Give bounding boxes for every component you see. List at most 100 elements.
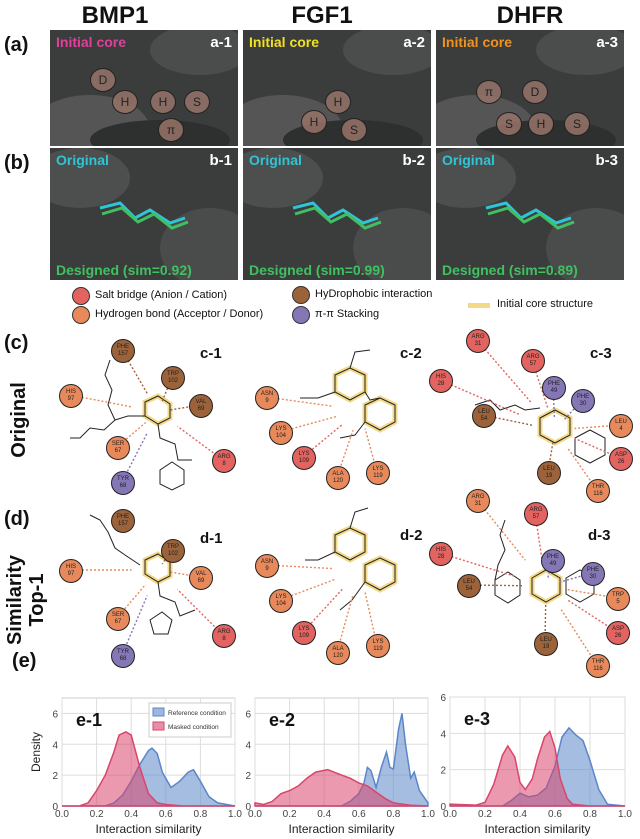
residue-number: 28: [437, 554, 445, 560]
column-title-fgf1: FGF1: [291, 2, 353, 29]
y-tick-label: 6: [440, 693, 446, 704]
pharmacophore-site: D: [90, 68, 116, 92]
surface-panel-b-3: Original b-3 Designed (sim=0.89): [436, 148, 624, 280]
x-tick-label: 0.0: [55, 809, 69, 820]
residue-number: 30: [579, 401, 587, 407]
y-tick-label: 0: [245, 802, 251, 813]
legend-swatch: [152, 721, 165, 731]
residue-arg-8: ARG 8: [212, 449, 236, 473]
residue-name: ASN: [260, 559, 274, 565]
residue-number: 19: [542, 644, 550, 650]
ligand-d1-thiophene: [149, 611, 173, 635]
residue-leu-4: LEU 4: [609, 414, 633, 438]
x-tick-label: 0.6: [352, 809, 366, 820]
residue-val-69: VAL 69: [189, 566, 213, 590]
residue-ser-67: SER 67: [106, 436, 130, 460]
designed-label: Designed (sim=0.89): [442, 262, 578, 278]
original-label: Original: [249, 152, 302, 168]
interaction-line-hbond: [265, 564, 332, 570]
residue-his-97: HIS 97: [59, 384, 83, 408]
residue-name: HIS: [65, 564, 76, 570]
interaction-line-hbond: [69, 394, 132, 408]
x-tick-label: 0.4: [513, 809, 527, 820]
interaction-line-salt: [439, 379, 521, 416]
panel-id-d-2: d-2: [400, 527, 423, 544]
ligand-c1-ring: [159, 461, 185, 491]
residue-phe-49: PHE 49: [542, 376, 566, 400]
chart-e-1: 0.0 0.2 0.4 0.6 0.8 1.0 0 2 4 6 Interaction simila…: [29, 697, 242, 836]
row-label-c: (c): [4, 332, 29, 354]
residue-number: 49: [549, 561, 557, 567]
residue-number: 102: [167, 378, 178, 384]
x-tick-label: 0.8: [386, 809, 400, 820]
y-tick-label: 6: [52, 709, 58, 720]
residue-number: 67: [114, 619, 122, 625]
residue-name: TRP: [167, 544, 179, 550]
residue-number: 5: [616, 599, 620, 605]
y-tick-label: 2: [52, 771, 58, 782]
x-tick-label: 0.2: [90, 809, 104, 820]
residue-asp-26: ASP 26: [606, 621, 630, 645]
density-area-masked-condition: [62, 731, 235, 807]
residue-name: SER: [111, 612, 125, 618]
residue-number: 57: [529, 361, 537, 367]
residue-name: ARG: [217, 454, 231, 460]
residue-name: LEU: [615, 419, 627, 425]
residue-name: ARG: [471, 334, 485, 340]
pharmacophore-site: S: [184, 90, 210, 114]
residue-trp-5: TRP 5: [606, 587, 630, 611]
residue-number: 4: [619, 426, 623, 432]
panel-id-c-2: c-2: [400, 345, 422, 362]
legend-pi-stacking: π-π Stacking: [315, 308, 380, 320]
residue-name: HIS: [435, 374, 446, 380]
initial-core-label: Initial core: [249, 34, 320, 50]
residue-ala-120: ALA 120: [326, 641, 350, 665]
panel-id-c-1: c-1: [200, 345, 222, 362]
residue-name: ASN: [260, 391, 274, 397]
residue-name: ALA: [332, 646, 344, 652]
residue-arg-31: ARG 31: [466, 489, 490, 513]
residue-number: 30: [589, 574, 597, 580]
x-tick-label: 0.4: [124, 809, 138, 820]
residue-number: 28: [437, 381, 445, 387]
y-axis-label: Density: [29, 732, 43, 772]
residue-name: PHE: [547, 381, 561, 387]
salt-bridge-legend-marker: [72, 287, 90, 305]
residue-lys-104: LYS 104: [269, 589, 293, 613]
original-label: Original: [56, 152, 109, 168]
residue-his-28: HIS 28: [429, 369, 453, 393]
x-tick-label: 0.8: [193, 809, 207, 820]
chart-e-2: 0.0 0.2 0.4 0.6 0.8 1.0 0 2 4 6 Interaction simila…: [245, 697, 435, 836]
residue-name: ARG: [471, 494, 485, 500]
residue-ser-67: SER 67: [106, 607, 130, 631]
row-label-e: (e): [12, 650, 37, 672]
x-axis-label: Interaction similarity: [95, 822, 201, 836]
row-label-b: (b): [4, 152, 30, 174]
x-tick-label: 0.6: [159, 809, 173, 820]
residue-name: THR: [591, 484, 605, 490]
pharmacophore-site: H: [112, 90, 138, 114]
designed-label: Designed (sim=0.99): [249, 262, 385, 278]
residue-his-28: HIS 28: [429, 542, 453, 566]
panel-id-d-3: d-3: [588, 527, 611, 544]
x-tick-label: 0.2: [478, 809, 492, 820]
residue-val-69: VAL 69: [189, 394, 213, 418]
residue-name: VAL: [195, 571, 207, 577]
residue-number: 119: [373, 646, 383, 652]
residue-number: 116: [593, 491, 603, 497]
y-tick-label: 4: [52, 740, 58, 751]
residue-number: 8: [222, 461, 226, 467]
residue-name: PHE: [116, 344, 130, 350]
x-tick-label: 1.0: [228, 809, 242, 820]
residue-number: 54: [465, 586, 473, 592]
interaction-line-hydrophobic: [544, 603, 547, 644]
designed-label: Designed (sim=0.92): [56, 262, 192, 278]
residue-lys-119: LYS 119: [366, 634, 390, 658]
residue-name: LEU: [543, 466, 555, 472]
residue-number: 120: [332, 653, 343, 659]
residue-phe-157: PHE 157: [111, 509, 135, 533]
panel-id: b-1: [209, 152, 233, 169]
x-axis-label: Interaction similarity: [484, 822, 590, 836]
residue-name: VAL: [195, 399, 207, 405]
